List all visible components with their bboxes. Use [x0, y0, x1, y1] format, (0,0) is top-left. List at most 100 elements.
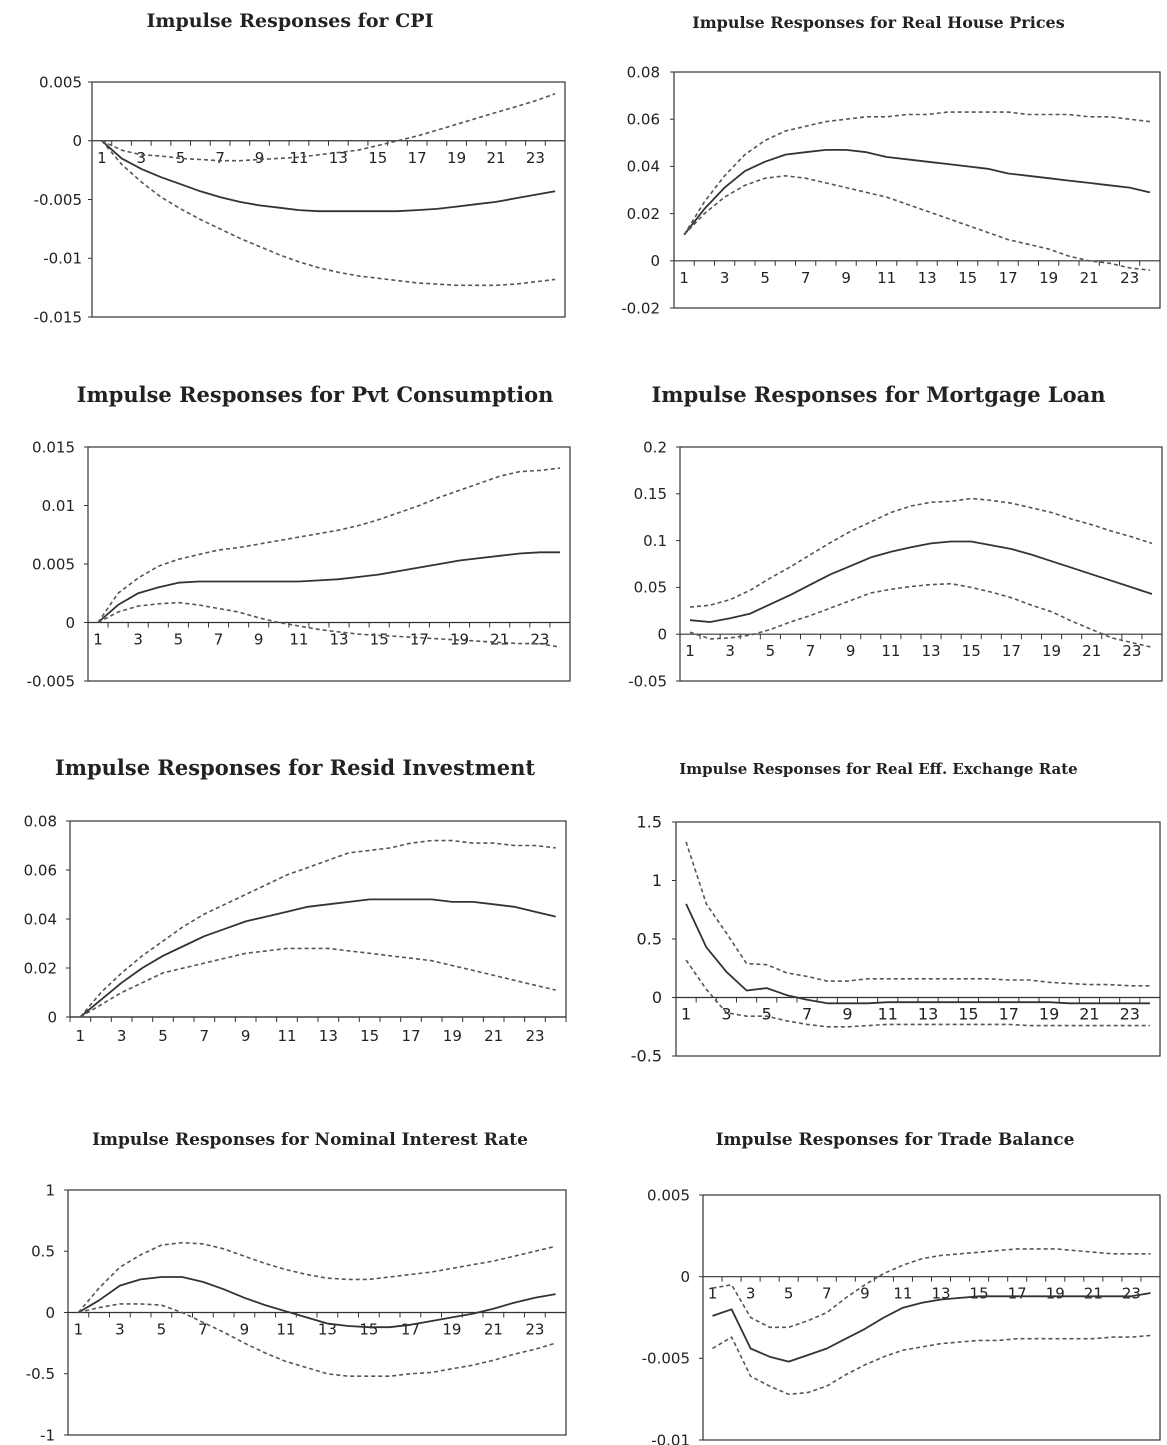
x-tick-label: 5 [174, 631, 184, 649]
y-tick-label: 0.005 [647, 1186, 690, 1204]
x-tick-label: 5 [176, 149, 186, 167]
x-tick-label: 23 [1122, 642, 1141, 660]
y-tick-label: 0.02 [24, 959, 57, 977]
chart-title: Impulse Responses for Pvt Consumption [76, 382, 554, 407]
series-line-lower-band [78, 1303, 556, 1377]
y-tick-label: 0.04 [24, 910, 57, 928]
x-tick-label: 15 [970, 1285, 989, 1303]
x-tick-label: 7 [215, 149, 225, 167]
x-tick-label: 13 [318, 1321, 337, 1339]
x-tick-label: 1 [681, 1005, 691, 1024]
x-tick-label: 21 [490, 631, 509, 649]
y-tick-label: 0.1 [643, 532, 667, 550]
x-tick-label: 23 [525, 1321, 544, 1339]
x-tick-label: 9 [860, 1285, 870, 1303]
x-tick-label: 5 [784, 1285, 794, 1303]
x-tick-label: 7 [214, 631, 224, 649]
y-tick-label: -0.5 [631, 1047, 662, 1066]
plot-frame [69, 820, 567, 1018]
series-line-lower-band [683, 175, 1150, 271]
series-line-upper-band [689, 497, 1153, 608]
x-tick-label: 9 [255, 149, 265, 167]
x-tick-label: 13 [319, 1027, 338, 1045]
x-tick-label: 3 [133, 631, 143, 649]
y-tick-label: -0.005 [27, 672, 75, 690]
x-tick-label: 9 [841, 269, 851, 287]
y-tick-label: -0.02 [621, 299, 660, 317]
y-tick-label: 0 [652, 988, 662, 1007]
x-tick-label: 11 [289, 149, 308, 167]
series-line-lower-band [101, 140, 556, 287]
series-line-estimate [683, 149, 1151, 236]
x-tick-label: 17 [401, 1027, 420, 1045]
x-tick-label: 19 [443, 1027, 462, 1045]
x-tick-label: 15 [958, 1005, 978, 1024]
x-tick-label: 15 [370, 631, 389, 649]
x-tick-label: 23 [1120, 1005, 1140, 1024]
x-tick-label: 5 [766, 642, 776, 660]
x-tick-label: 21 [1084, 1285, 1103, 1303]
x-tick-label: 17 [999, 1005, 1019, 1024]
series-line-lower-band [685, 959, 1150, 1028]
chart-panel-mortgage-loan: Impulse Responses for Mortgage Loan 0.2 0… [590, 382, 1167, 702]
x-tick-label: 9 [241, 1027, 251, 1045]
series-line-upper-band [77, 1241, 556, 1314]
chart-plot: 10.50-0.5-11 3 5 7 9 11 13 15 17 19 21 23 [26, 1181, 567, 1444]
chart-plot: 0.20.150.10.050-0.051 3 5 7 9 11 13 15 17 19 21 23 [628, 438, 1163, 690]
x-tick-label: 1 [708, 1285, 718, 1303]
x-tick-label: 11 [289, 631, 308, 649]
series-line-estimate [689, 540, 1153, 623]
x-tick-label: 13 [918, 1005, 938, 1024]
x-tick-label: 13 [329, 631, 348, 649]
x-tick-label: 21 [1082, 642, 1101, 660]
x-tick-label: 7 [806, 642, 816, 660]
x-tick-label: 15 [359, 1321, 378, 1339]
y-tick-label: 0.08 [24, 812, 57, 830]
x-tick-label: 13 [931, 1285, 950, 1303]
x-tick-label: 23 [1122, 1285, 1141, 1303]
x-tick-label: 5 [760, 269, 770, 287]
x-tick-label: 17 [408, 149, 427, 167]
x-tick-label: 7 [801, 269, 811, 287]
y-tick-label: 0.5 [637, 930, 662, 949]
x-tick-label: 17 [1002, 642, 1021, 660]
y-tick-label: -0.005 [642, 1350, 690, 1368]
series-line-upper-band [97, 467, 561, 623]
x-tick-label: 19 [1046, 1285, 1065, 1303]
x-tick-label: 17 [999, 269, 1018, 287]
series-line-estimate [79, 898, 556, 1018]
y-tick-label: 0.15 [634, 485, 667, 503]
y-tick-label: 0 [680, 1268, 690, 1286]
series-line-upper-band [685, 841, 1150, 987]
x-tick-label: 19 [447, 149, 466, 167]
x-tick-label: 1 [76, 1027, 86, 1045]
chart-title: Impulse Responses for Real Eff. Exchange… [679, 760, 1078, 778]
x-tick-label: 5 [158, 1027, 168, 1045]
x-tick-label: 11 [881, 642, 900, 660]
x-tick-label: 17 [410, 631, 429, 649]
y-tick-label: 0.005 [32, 555, 75, 573]
chart-panel-resid-investment: Impulse Responses for Resid Investment 0… [0, 755, 580, 1075]
x-tick-label: 13 [921, 642, 940, 660]
y-tick-label: 0.08 [627, 63, 660, 81]
y-tick-label: 1 [45, 1181, 55, 1199]
x-tick-label: 9 [842, 1005, 852, 1024]
y-tick-label: -0.01 [651, 1431, 690, 1445]
x-tick-label: 15 [958, 269, 977, 287]
series-line-upper-band [101, 93, 556, 162]
y-tick-label: -0.5 [26, 1365, 55, 1383]
x-tick-label: 3 [136, 149, 146, 167]
x-tick-label: 3 [721, 1005, 731, 1024]
chart-title: Impulse Responses for Resid Investment [54, 755, 536, 780]
x-tick-label: 15 [368, 149, 387, 167]
x-tick-label: 11 [893, 1285, 912, 1303]
plot-frame [679, 446, 1163, 682]
chart-plot: 0.080.060.040.020-0.021 3 5 7 9 11 13 15 17 19 21 2… [621, 63, 1161, 317]
y-tick-label: 1 [652, 871, 662, 890]
series-line-estimate [97, 551, 560, 624]
x-tick-label: 23 [526, 149, 545, 167]
